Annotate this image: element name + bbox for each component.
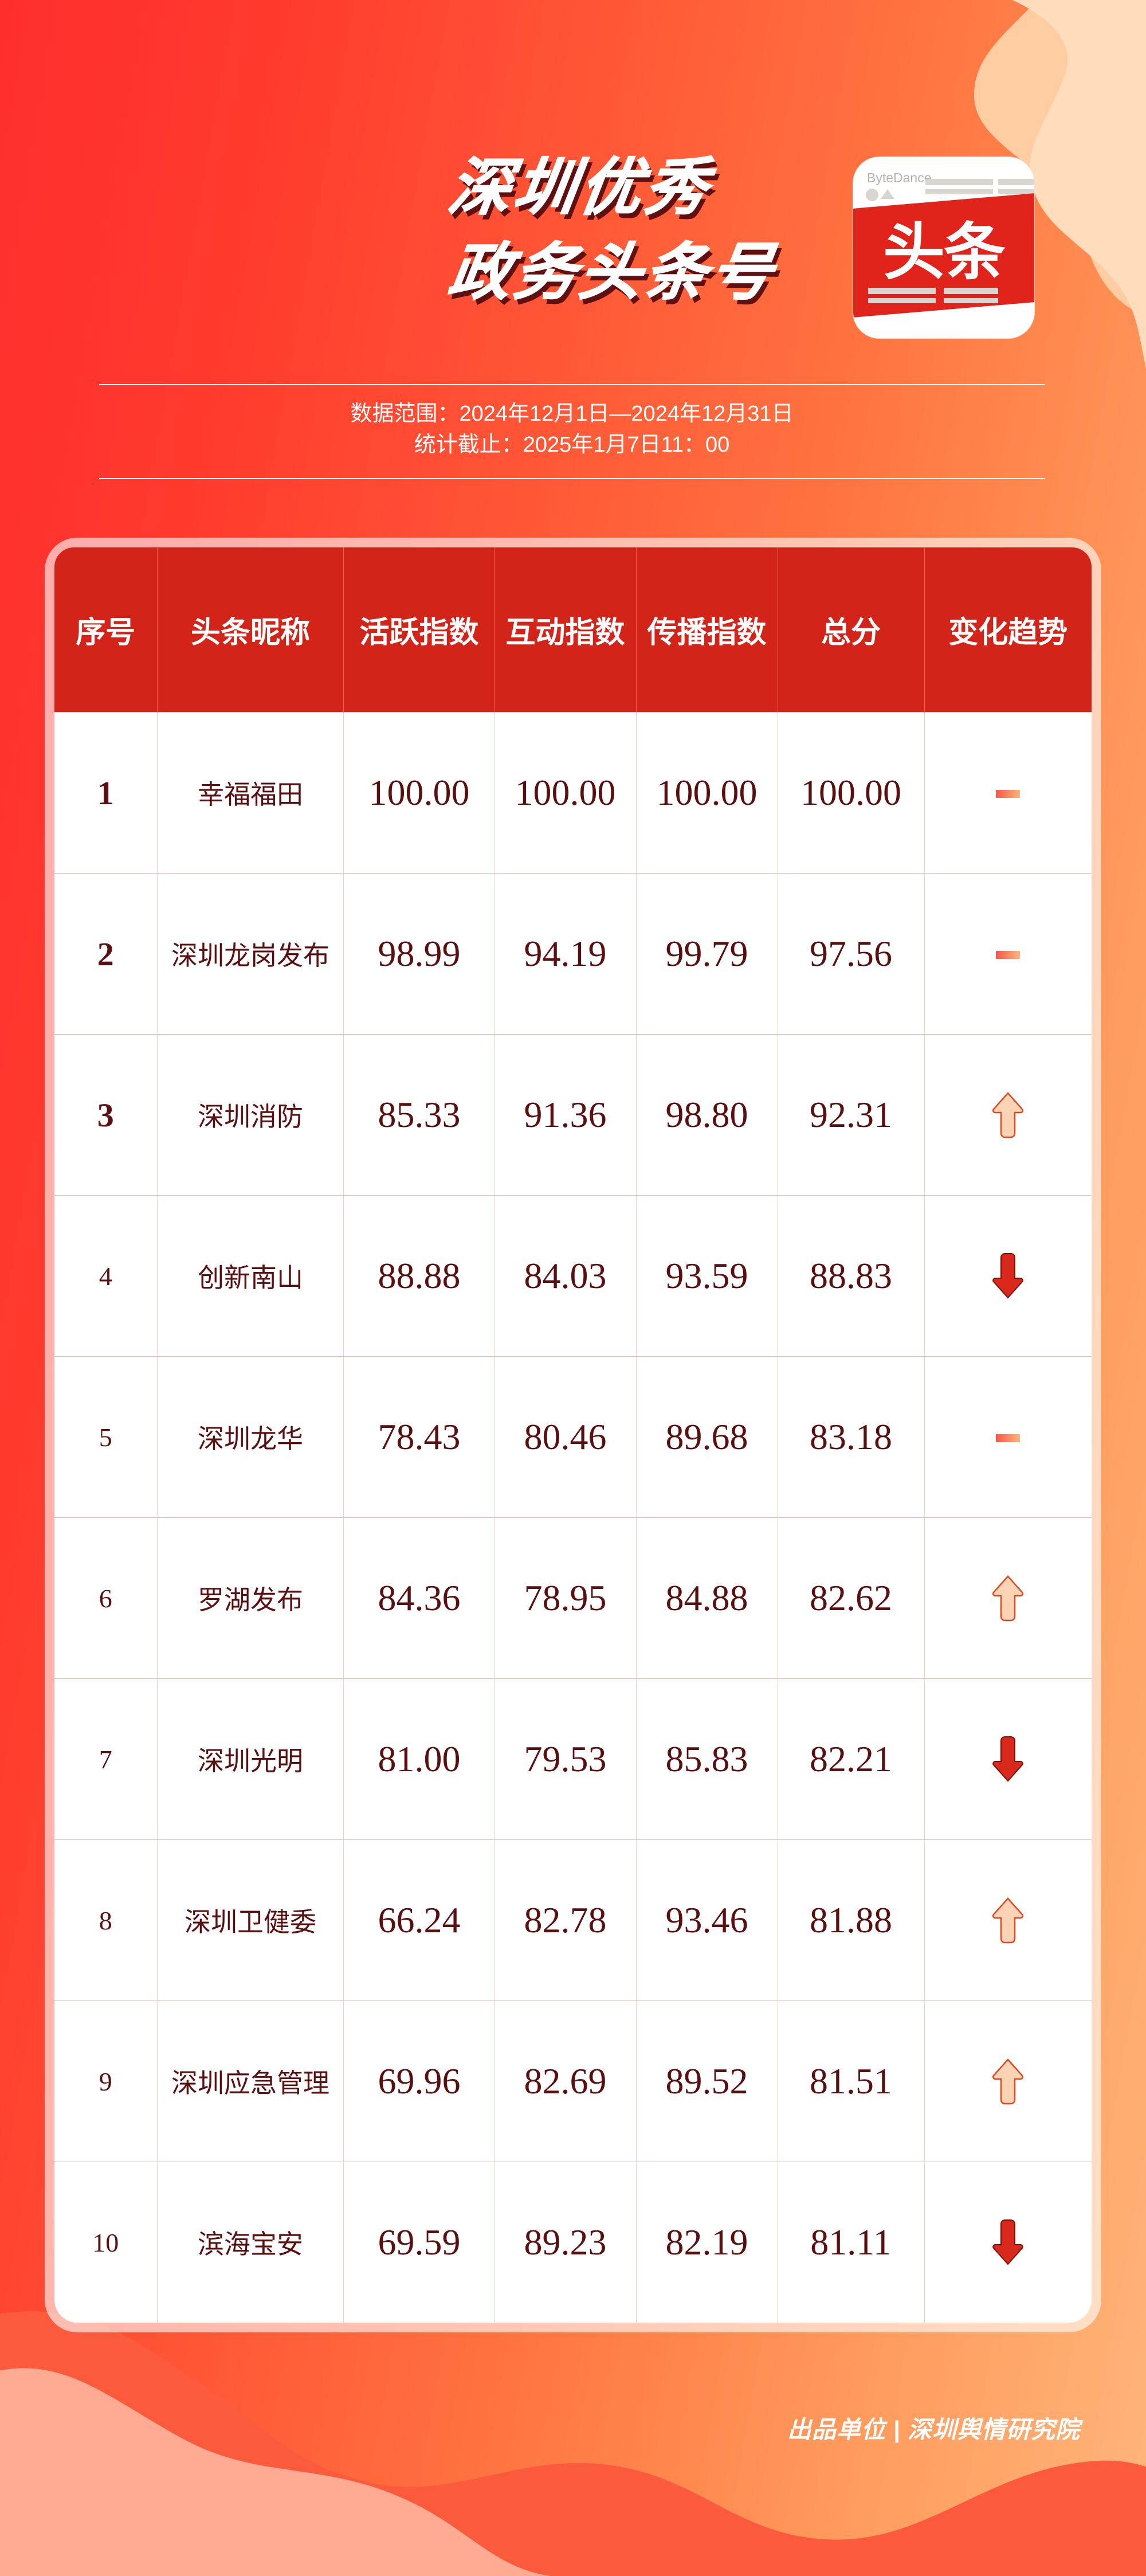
svg-text:ByteDance: ByteDance <box>867 170 932 185</box>
svg-text:头条: 头条 <box>883 217 1006 287</box>
